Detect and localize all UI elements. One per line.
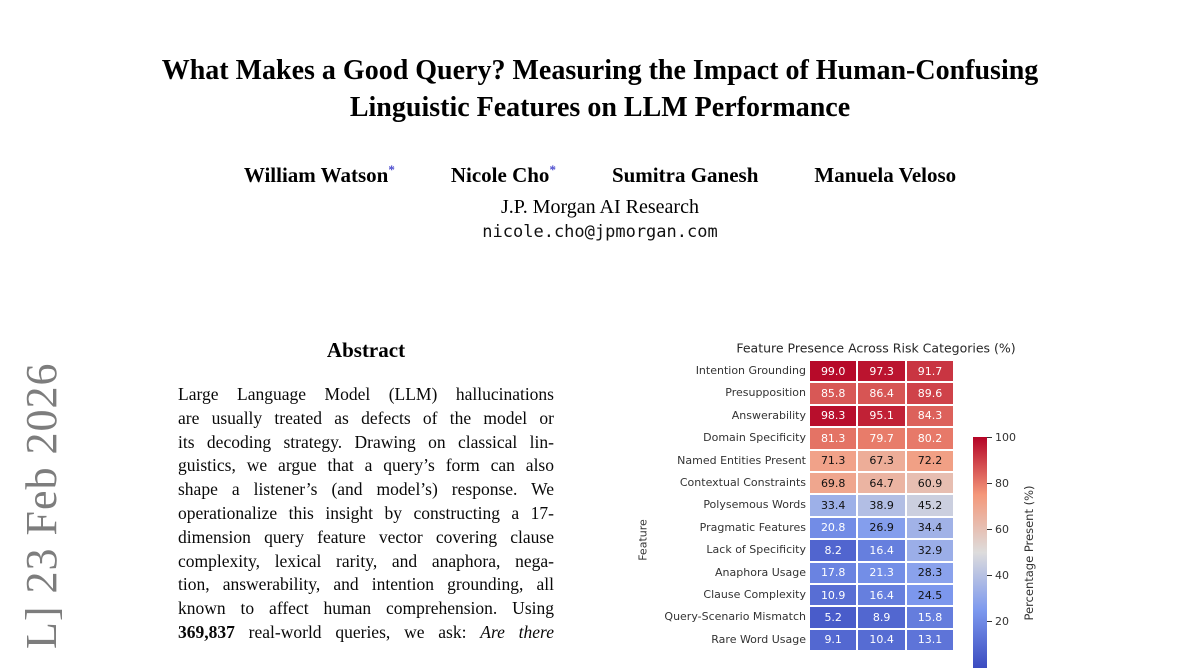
heatmap-cell: 21.3 <box>858 562 905 583</box>
heatmap-cell: 85.8 <box>810 383 857 404</box>
heatmap-cell: 34.4 <box>906 517 954 539</box>
heatmap-row-label: Lack of Specificity <box>706 543 806 557</box>
heatmap-cell: 8.2 <box>810 540 857 561</box>
heatmap-cell: 32.9 <box>906 540 954 561</box>
colorbar-tick-label: 20 <box>995 614 1009 628</box>
heatmap-row-label: Domain Specificity <box>703 431 806 445</box>
heatmap-cell: 38.9 <box>858 495 905 516</box>
paper-title-line-2: Linguistic Features on LLM Performance <box>349 92 851 123</box>
heatmap-cell: 8.9 <box>858 607 905 628</box>
abstract-line: known to affect human comprehension. Usi… <box>178 598 554 619</box>
heatmap-cell: 72.2 <box>906 450 954 471</box>
heatmap-cell: 79.7 <box>858 428 905 449</box>
heatmap-row-label: Pragmatic Features <box>699 520 806 534</box>
chart-title: Feature Presence Across Risk Categories … <box>736 340 1016 356</box>
abstract-line: tion, answerability, and intention groun… <box>178 574 554 595</box>
paper-title-line-1: What Makes a Good Query? Measuring the I… <box>161 55 1039 86</box>
heatmap-cell: 10.4 <box>858 629 905 651</box>
heatmap-cell: 81.3 <box>810 428 857 449</box>
heatmap-cell: 10.9 <box>810 585 857 606</box>
heatmap-cell: 28.3 <box>906 562 954 583</box>
heatmap-cell: 24.5 <box>906 585 954 606</box>
heatmap-figure: Feature Presence Across Risk Categories … <box>637 340 1036 668</box>
abstract-heading: Abstract <box>326 338 406 362</box>
heatmap-row-label: Intention Grounding <box>695 364 806 377</box>
heatmap-cell: 16.4 <box>858 540 905 561</box>
heatmap-row-label: Presupposition <box>725 386 806 400</box>
heatmap-cell: 64.7 <box>858 473 905 494</box>
abstract-line: shape a listener’s (and model’s) respons… <box>178 479 554 500</box>
heatmap-cell: 45.2 <box>906 495 954 516</box>
abstract-line: guistics, we argue that a query’s form c… <box>178 455 554 476</box>
heatmap-cell: 16.4 <box>858 585 905 606</box>
abstract-line: are usually treated as defects of the mo… <box>178 407 554 428</box>
heatmap-cell: 20.8 <box>810 517 857 539</box>
heatmap-cell: 9.1 <box>810 629 857 651</box>
colorbar-tick-label: 60 <box>995 522 1009 536</box>
heatmap-cell: 91.7 <box>906 361 954 382</box>
colorbar-tick <box>987 436 992 438</box>
colorbar-axis-label: Percentage Present (%) <box>1022 485 1036 621</box>
heatmap-cell: 26.9 <box>858 517 905 539</box>
heatmap-cell: 13.1 <box>906 629 954 651</box>
heatmap-cell: 15.8 <box>906 607 954 628</box>
abstract-line: Large Language Model (LLM) hallucination… <box>178 384 554 404</box>
heatmap-cell: 67.3 <box>858 450 905 471</box>
heatmap-cell: 89.6 <box>906 383 954 404</box>
abstract-line: 369,837 real-world queries, we ask: Are … <box>178 621 554 642</box>
heatmap-row-label: Query-Scenario Mismatch <box>664 610 806 624</box>
heatmap-row-label: Polysemous Words <box>703 498 806 512</box>
heatmap-cell: 99.0 <box>810 361 857 382</box>
colorbar-tick <box>987 482 992 484</box>
heatmap-row-label: Clause Complexity <box>703 588 806 601</box>
heatmap-cell: 33.4 <box>810 495 857 516</box>
abstract-line: operationalize this insight by construct… <box>178 502 554 523</box>
heatmap-row-label: Contextual Constraints <box>679 476 806 489</box>
heatmap-cell: 95.1 <box>858 405 905 427</box>
heatmap-cell: 86.4 <box>858 383 905 404</box>
author-0: William Watson* <box>243 162 395 187</box>
author-3: Manuela Veloso <box>814 163 957 187</box>
author-2: Sumitra Ganesh <box>611 163 759 187</box>
paper-title: What Makes a Good Query? Measuring the I… <box>0 52 1200 126</box>
abstract-line: dimension query feature vector covering … <box>178 526 554 547</box>
author-1: Nicole Cho* <box>450 162 556 187</box>
heatmap-cell: 80.2 <box>906 428 954 449</box>
heatmap-cell: 84.3 <box>906 405 954 427</box>
colorbar-tick-label: 80 <box>995 476 1009 490</box>
heatmap-cell: 60.9 <box>906 473 954 494</box>
colorbar-tick-label: 100 <box>995 430 1016 444</box>
abstract-line: its decoding strategy. Drawing on classi… <box>178 431 554 452</box>
heatmap-row-label: Answerability <box>731 408 806 422</box>
heatmap-cell: 5.2 <box>810 607 857 628</box>
heatmap-cell: 71.3 <box>810 450 857 471</box>
heatmap-row-label: Rare Word Usage <box>711 632 806 646</box>
authors-row: William Watson* Nicole Cho* Sumitra Ganesh… <box>0 162 1200 188</box>
abstract-line: complexity, lexical rarity, and anaphora… <box>178 550 554 571</box>
colorbar <box>973 437 987 668</box>
contact-email: nicole.cho@jpmorgan.com <box>482 222 718 242</box>
author-footnote-mark: * <box>388 162 395 177</box>
heatmap-row-label: Named Entities Present <box>677 453 806 467</box>
heatmap-cell: 98.3 <box>810 405 857 427</box>
colorbar-tick-label: 40 <box>995 568 1009 582</box>
abstract-body: Large Language Model (LLM) hallucination… <box>178 383 554 645</box>
author-footnote-mark: * <box>549 162 556 177</box>
heatmap-cell: 97.3 <box>858 361 905 382</box>
colorbar-tick <box>987 620 992 622</box>
heatmap-row-label: Anaphora Usage <box>715 565 806 579</box>
affiliation: J.P. Morgan AI Research <box>501 196 699 218</box>
colorbar-tick <box>987 574 992 576</box>
heatmap-cell: 69.8 <box>810 473 857 494</box>
heatmap-cell: 17.8 <box>810 562 857 583</box>
colorbar-tick <box>987 528 992 530</box>
